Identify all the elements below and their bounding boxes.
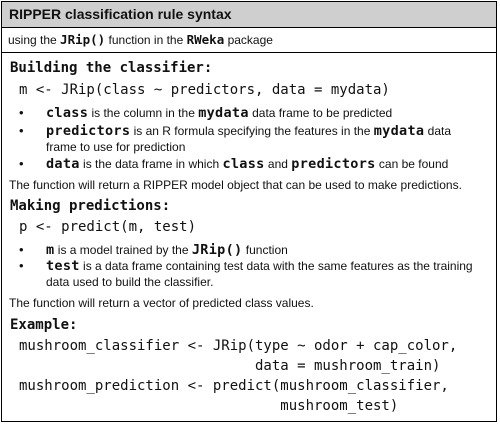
building-bullet-1: class is the column in the mydata data f… [46,105,486,121]
example-line-2: data = mushroom_train) [19,358,441,374]
box-title: RIPPER classification rule syntax [2,2,496,28]
building-bullet-2-cont: frame to use for prediction [46,140,186,154]
bullet-dot: • [19,156,24,171]
term-predictors: predictors [46,123,131,139]
building-bullet-2: predictors is an R formula specifying th… [46,123,486,139]
subtitle-function: JRip() [60,32,106,47]
bullet-dot: • [19,258,24,273]
bullet-text: is a data frame containing test data wit… [79,259,473,273]
predicting-bullet-2-cont: data used to build the classifier. [46,275,214,289]
bullet-dot: • [19,105,24,120]
bullet-text: function [242,243,288,257]
example-line-1: mushroom_classifier <- JRip(type ~ odor … [19,338,458,354]
example-line-3: mushroom_prediction <- predict(mushroom_… [19,378,449,394]
bullet-text: data frame to be predicted [248,106,393,120]
term-data: data [46,156,80,172]
term-test: test [46,258,80,274]
bullet-text: is the data frame in which [79,157,223,171]
example-heading: Example: [10,317,78,333]
bullet-text: data [424,124,452,138]
bullet-dot: • [19,123,24,138]
bullet-text: is an R formula specifying the features … [130,124,374,138]
example-line-4: mushroom_test) [19,398,399,414]
subtitle-prefix: using the [8,33,61,47]
term-class: class [46,105,89,121]
building-note: The function will return a RIPPER model … [9,178,462,192]
term-m: m [46,242,55,258]
subtitle-package: RWeka [186,32,225,47]
predicting-bullet-1: m is a model trained by the JRip() funct… [46,242,486,258]
bullet-text: and [264,157,292,171]
box-subtitle: using the JRip() function in the RWeka p… [2,28,496,53]
term-mydata: mydata [198,105,249,121]
subtitle-middle: function in the [105,33,187,47]
term-class: class [222,156,265,172]
predicting-note: The function will return a vector of pre… [9,296,314,310]
subtitle-suffix: package [224,33,273,47]
building-bullet-3: data is the data frame in which class an… [46,156,486,172]
bullet-text: is the column in the [88,106,199,120]
term-predictors: predictors [291,156,376,172]
bullet-dot: • [19,242,24,257]
predicting-heading: Making predictions: [10,198,171,214]
bullet-text: is a model trained by the [54,243,192,257]
building-code: m <- JRip(class ~ predictors, data = myd… [19,82,390,98]
bullet-text: can be found [375,157,449,171]
building-heading: Building the classifier: [10,60,213,76]
term-jrip: JRip() [191,242,243,258]
predicting-bullet-2: test is a data frame containing test dat… [46,258,486,274]
term-mydata: mydata [373,123,425,139]
predicting-code: p <- predict(m, test) [19,219,197,235]
